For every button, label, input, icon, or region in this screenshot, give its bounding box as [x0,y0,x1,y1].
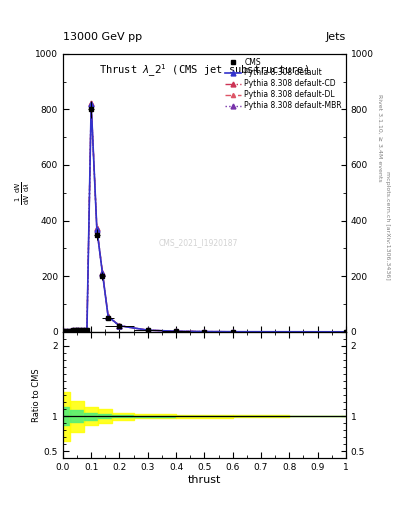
Text: Rivet 3.1.10, ≥ 3.4M events: Rivet 3.1.10, ≥ 3.4M events [377,94,382,182]
Text: Jets: Jets [325,32,346,42]
Y-axis label: Ratio to CMS: Ratio to CMS [32,368,41,422]
Text: mcplots.cern.ch [arXiv:1306.3436]: mcplots.cern.ch [arXiv:1306.3436] [385,171,389,280]
Legend: CMS, Pythia 8.308 default, Pythia 8.308 default-CD, Pythia 8.308 default-DL, Pyt: CMS, Pythia 8.308 default, Pythia 8.308 … [223,56,343,112]
Text: Thrust $\lambda\_2^1$ (CMS jet substructure): Thrust $\lambda\_2^1$ (CMS jet substruct… [99,62,309,79]
Text: 13000 GeV pp: 13000 GeV pp [63,32,142,42]
Text: CMS_2021_I1920187: CMS_2021_I1920187 [159,239,239,247]
Y-axis label: $\frac{1}{\mathrm{d}N}\,\frac{\mathrm{d}N}{\mathrm{d}\lambda}$: $\frac{1}{\mathrm{d}N}\,\frac{\mathrm{d}… [14,181,32,205]
X-axis label: thrust: thrust [188,475,221,485]
